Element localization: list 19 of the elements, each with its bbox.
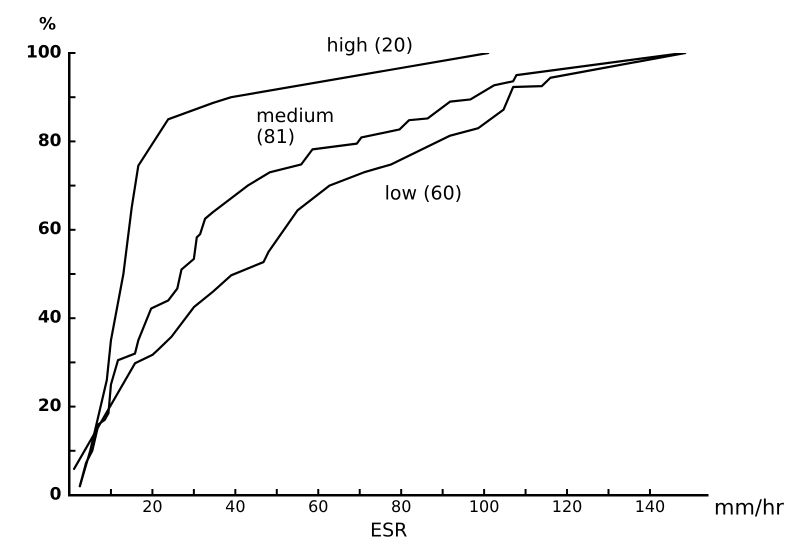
x-tick-label: 100: [468, 496, 500, 516]
x-tick-label: 60: [308, 496, 328, 516]
x-tick-label: 140: [634, 496, 666, 516]
text: mm/hr: [714, 495, 784, 520]
x-tick-label: 80: [391, 496, 412, 516]
x-tick-label: 120: [552, 496, 582, 516]
y-tick-label: 20: [38, 396, 62, 416]
y-tick-label: 40: [38, 308, 62, 328]
x-tick-label: 40: [225, 496, 246, 516]
x-tick-label: 20: [142, 496, 163, 516]
series-label: low (60): [384, 182, 462, 204]
y-tick-label: 60: [38, 219, 62, 240]
series-label: medium (81): [256, 105, 334, 148]
y-axis-title: %: [38, 14, 56, 34]
y-tick-label: 80: [38, 130, 62, 151]
y-tick-label: 100: [26, 42, 62, 62]
x-axis-title: ESR: [370, 520, 408, 542]
y-tick-label: 0: [50, 484, 62, 504]
series-label: high (20): [326, 34, 414, 56]
